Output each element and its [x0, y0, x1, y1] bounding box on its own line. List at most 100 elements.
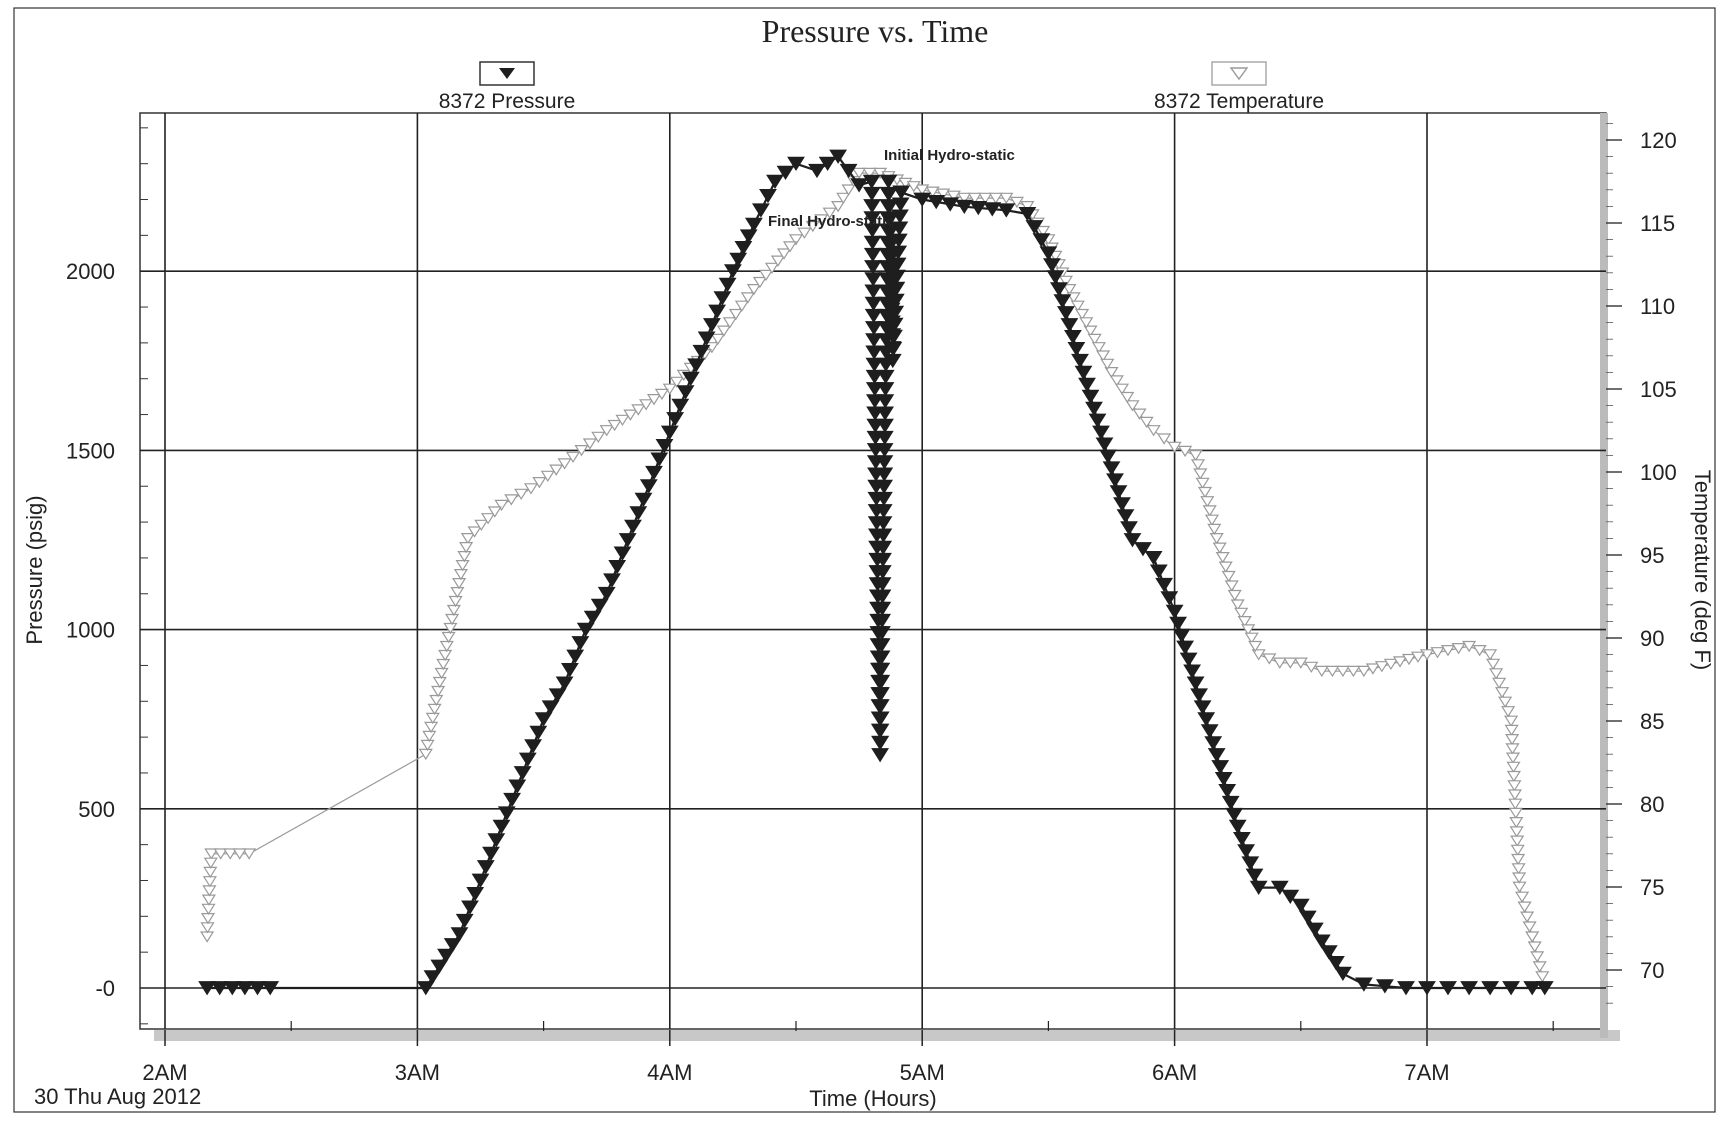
pressure-point: [871, 735, 890, 751]
pressure-point: [1183, 664, 1202, 679]
temperature-point: [429, 694, 444, 707]
pressure-point: [497, 806, 516, 821]
pressure-point: [1053, 294, 1072, 309]
pressure-point: [1109, 485, 1128, 500]
temperature-point: [200, 931, 215, 943]
pressure-point: [969, 201, 988, 216]
temperature-point: [453, 569, 468, 581]
pressure-point: [1102, 461, 1121, 476]
pressure-point: [1214, 772, 1233, 787]
pressure-point: [541, 700, 560, 715]
temperature-point: [1202, 505, 1217, 517]
temperature-point: [1083, 325, 1098, 337]
legend-pressure-marker: [499, 68, 515, 79]
temperature-point: [599, 425, 614, 437]
pressure-point: [1063, 330, 1082, 345]
temperature-point: [434, 667, 449, 680]
pressure-point: [865, 382, 884, 397]
temperature-point: [1091, 342, 1106, 354]
temperature-point: [457, 551, 472, 563]
pressure-point: [466, 887, 485, 902]
y2-tick-label: 90: [1640, 626, 1664, 651]
temperature-point: [441, 631, 456, 644]
pressure-point: [759, 189, 777, 204]
temperature-point: [1522, 921, 1537, 933]
pressure-point: [1190, 688, 1209, 703]
pressure-point: [751, 203, 770, 218]
temperature-point: [1200, 496, 1215, 508]
temperature-point: [1535, 971, 1550, 983]
temperature-point: [1504, 715, 1519, 727]
pressure-point: [1326, 956, 1345, 971]
y2-tick-label: 115: [1640, 211, 1675, 236]
pressure-point: [482, 846, 500, 861]
pressure-point: [492, 819, 511, 835]
temperature-point: [1070, 300, 1085, 312]
pressure-point: [739, 229, 758, 244]
pressure-point: [1042, 258, 1061, 273]
pressure-point: [865, 333, 883, 348]
temperature-point: [1506, 770, 1521, 783]
pressure-point: [734, 241, 753, 256]
temperature-point: [460, 533, 475, 545]
temperature-point: [582, 438, 597, 450]
x-tick-label: 4AM: [647, 1060, 692, 1085]
pressure-point: [729, 252, 748, 267]
temperature-point: [722, 317, 737, 329]
pressure-point: [1397, 981, 1415, 996]
pressure-point: [997, 203, 1016, 218]
pressure-point: [1165, 604, 1184, 620]
pressure-point: [603, 573, 621, 588]
temperature-point: [504, 494, 519, 506]
temperature-point: [448, 595, 463, 608]
temperature-point: [1511, 853, 1526, 866]
temperature-point: [1125, 400, 1140, 412]
pressure-point: [1095, 437, 1114, 452]
temperature-point: [822, 207, 837, 219]
pressure-point: [913, 192, 932, 207]
pressure-point: [1204, 736, 1223, 751]
temperature-point: [639, 399, 654, 411]
temperature-point: [1230, 599, 1245, 611]
pressure-point: [1120, 521, 1138, 536]
pressure-point: [1092, 425, 1110, 440]
pressure-point: [1085, 401, 1103, 416]
pressure-point: [1144, 551, 1163, 566]
pressure-point: [927, 195, 946, 210]
pressure-point: [787, 156, 805, 172]
y2-tick-label: 75: [1640, 875, 1664, 900]
pressure-point: [863, 223, 882, 238]
temperature-point: [1009, 196, 1024, 209]
temperature-point: [805, 220, 820, 233]
temperature-point: [1504, 724, 1519, 737]
temperature-point: [439, 640, 454, 653]
pressure-point: [1056, 306, 1075, 321]
pressure-point: [865, 357, 884, 372]
temperature-point: [1462, 640, 1477, 653]
temperature-point: [906, 181, 921, 193]
pressure-point: [697, 331, 716, 346]
temperature-point: [1530, 951, 1545, 963]
temperature-point: [422, 730, 437, 743]
y2-tick-label: 80: [1640, 792, 1664, 817]
temperature-point: [204, 848, 219, 860]
pressure-point: [1221, 795, 1240, 811]
pressure-point: [776, 165, 795, 180]
temperature-point: [1507, 789, 1522, 801]
pressure-point: [1200, 724, 1219, 739]
pressure-point: [829, 149, 848, 164]
temperature-point: [1525, 931, 1540, 943]
temperature-point: [1440, 645, 1456, 657]
pressure-point: [1333, 966, 1352, 982]
pressure-point: [941, 197, 960, 212]
pressure-point: [818, 156, 837, 172]
temperature-point: [1508, 798, 1523, 810]
temperature-point: [1512, 881, 1527, 893]
pressure-point: [692, 344, 711, 360]
pressure-point: [1305, 922, 1324, 937]
pressure-point: [1046, 270, 1065, 285]
pressure-point: [655, 439, 674, 454]
pressure-point: [198, 981, 217, 996]
temperature-point: [1314, 665, 1329, 678]
temperature-point: [1109, 375, 1124, 387]
